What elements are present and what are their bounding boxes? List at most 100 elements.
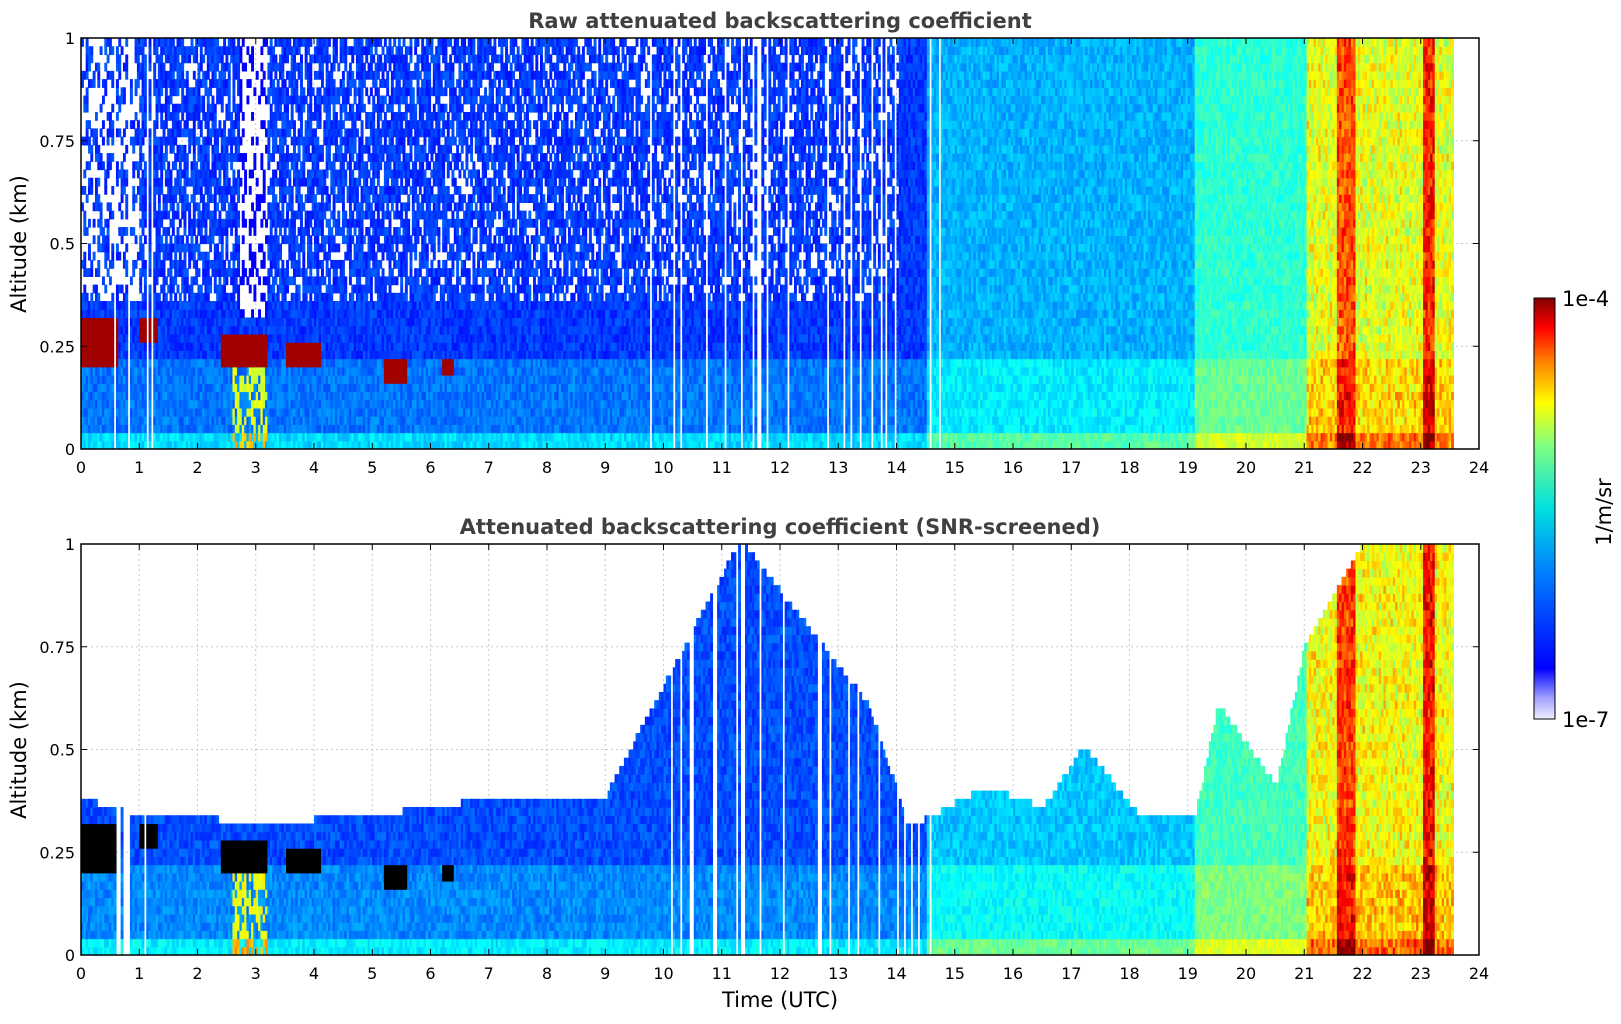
heatmap-cell — [298, 46, 301, 55]
heatmap-cell — [258, 202, 261, 211]
heatmap-cell — [137, 79, 140, 88]
heatmap-cell — [328, 112, 331, 121]
heatmap-cell — [144, 71, 147, 80]
heatmap-cell — [116, 161, 119, 170]
heatmap-cell — [293, 54, 296, 63]
heatmap-cell — [267, 145, 270, 154]
heatmap-cell — [291, 186, 294, 195]
heatmap-cell — [144, 79, 147, 88]
heatmap-cell — [351, 293, 354, 302]
heatmap-cell — [305, 268, 308, 277]
heatmap-cell — [274, 227, 277, 236]
heatmap-cell — [184, 219, 187, 228]
heatmap-cell — [291, 112, 294, 121]
heatmap-cell — [125, 170, 128, 179]
heatmap-cell — [179, 161, 182, 170]
heatmap-cell — [386, 71, 389, 80]
heatmap-cell — [90, 293, 93, 302]
heatmap-cell — [237, 235, 240, 244]
heatmap-cell — [207, 71, 210, 80]
heatmap-cell — [111, 383, 114, 392]
heatmap-cell — [177, 285, 180, 294]
heatmap-cell — [204, 219, 207, 228]
heatmap-cell — [144, 400, 147, 409]
heatmap-cell — [111, 400, 114, 409]
heatmap-cell — [223, 285, 226, 294]
heatmap-cell — [361, 120, 364, 129]
heatmap-cell — [170, 268, 173, 277]
heatmap-cell — [214, 71, 217, 80]
heatmap-cell — [368, 227, 371, 236]
heatmap-cell — [144, 63, 147, 72]
heatmap-cell — [179, 252, 182, 261]
heatmap-cell — [144, 391, 147, 400]
heatmap-cell — [284, 194, 287, 203]
heatmap-cell — [184, 260, 187, 269]
heatmap-cell — [118, 252, 121, 261]
heatmap-cell — [86, 227, 89, 236]
heatmap-cell — [372, 244, 375, 253]
heatmap-cell — [232, 293, 235, 302]
heatmap-cell — [223, 120, 226, 129]
heatmap-cell — [326, 46, 329, 55]
heatmap-cell — [139, 161, 142, 170]
heatmap-cell — [237, 112, 240, 121]
heatmap-cell — [298, 145, 301, 154]
heatmap-cell — [118, 63, 121, 72]
heatmap-cell — [132, 227, 135, 236]
heatmap-cell — [349, 161, 352, 170]
heatmap-cell — [135, 235, 138, 244]
heatmap-cell — [326, 260, 329, 269]
heatmap-cell — [174, 252, 177, 261]
heatmap-cell — [170, 293, 173, 302]
heatmap-cell — [300, 79, 303, 88]
heatmap-cell — [118, 202, 121, 211]
heatmap-cell — [382, 268, 385, 277]
heatmap-cell — [389, 227, 392, 236]
heatmap-cell — [237, 301, 240, 310]
heatmap-cell — [207, 96, 210, 105]
heatmap-cell — [214, 194, 217, 203]
heatmap-cell — [302, 244, 305, 253]
heatmap-cell — [193, 128, 196, 137]
heatmap-cell — [232, 194, 235, 203]
heatmap-cell — [167, 161, 170, 170]
heatmap-cell — [337, 96, 340, 105]
heatmap-cell — [123, 252, 126, 261]
heatmap-cell — [391, 104, 394, 113]
heatmap-cell — [256, 178, 259, 187]
heatmap-cell — [384, 38, 387, 47]
heatmap-cell — [144, 416, 147, 425]
heatmap-cell — [100, 211, 103, 220]
heatmap-cell — [377, 170, 380, 179]
heatmap-cell — [305, 293, 308, 302]
heatmap-cell — [149, 408, 152, 417]
heatmap-cell — [93, 235, 96, 244]
heatmap-cell — [200, 63, 203, 72]
heatmap-cell — [125, 145, 128, 154]
heatmap-cell — [221, 235, 224, 244]
heatmap-cell — [111, 309, 114, 318]
heatmap-cell — [391, 268, 394, 277]
heatmap-cell — [370, 46, 373, 55]
heatmap-cell — [125, 301, 128, 310]
heatmap-cell — [107, 219, 110, 228]
heatmap-cell — [253, 87, 256, 96]
heatmap-cell — [125, 326, 128, 335]
heatmap-cell — [260, 79, 263, 88]
heatmap-cell — [284, 137, 287, 146]
heatmap-cell — [237, 219, 240, 228]
heatmap-cell — [125, 334, 128, 343]
heatmap-cell — [228, 96, 231, 105]
heatmap-cell — [237, 170, 240, 179]
heatmap-cell — [272, 153, 275, 162]
heatmap-cell — [97, 145, 100, 154]
heatmap-cell — [377, 235, 380, 244]
heatmap-cell — [328, 219, 331, 228]
heatmap-cell — [314, 128, 317, 137]
heatmap-cell — [167, 104, 170, 113]
heatmap-cell — [184, 252, 187, 261]
heatmap-cell — [281, 202, 284, 211]
heatmap-cell — [335, 268, 338, 277]
heatmap-cell — [181, 63, 184, 72]
